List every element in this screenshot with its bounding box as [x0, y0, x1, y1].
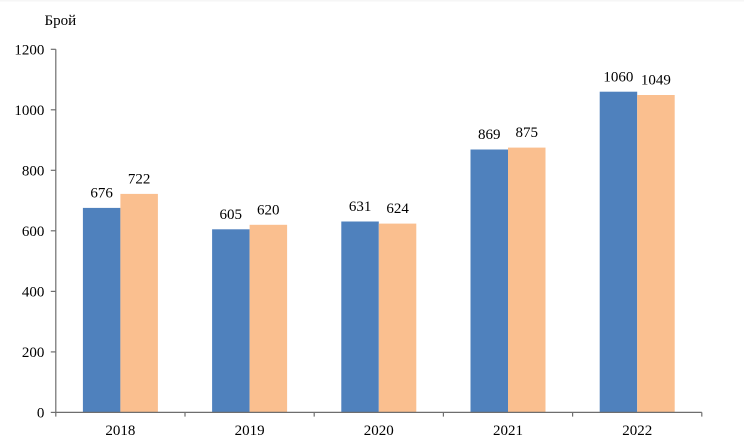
- svg-text:869: 869: [478, 127, 501, 143]
- svg-text:2021: 2021: [493, 423, 523, 439]
- svg-text:Брой: Брой: [45, 13, 77, 29]
- svg-text:2019: 2019: [235, 423, 265, 439]
- svg-text:0: 0: [37, 405, 45, 421]
- svg-text:800: 800: [22, 163, 45, 179]
- svg-text:875: 875: [516, 125, 539, 141]
- svg-text:200: 200: [22, 345, 45, 361]
- svg-text:676: 676: [90, 186, 113, 202]
- svg-text:2018: 2018: [105, 423, 135, 439]
- svg-text:1049: 1049: [641, 73, 671, 89]
- svg-text:620: 620: [257, 202, 280, 218]
- svg-text:722: 722: [128, 172, 151, 188]
- svg-text:2022: 2022: [622, 423, 652, 439]
- svg-text:600: 600: [22, 224, 45, 240]
- svg-text:605: 605: [220, 207, 243, 223]
- svg-text:1200: 1200: [14, 42, 44, 58]
- svg-text:631: 631: [349, 199, 372, 215]
- svg-text:624: 624: [386, 201, 409, 217]
- svg-text:400: 400: [22, 284, 45, 300]
- svg-text:1060: 1060: [603, 69, 633, 85]
- svg-text:1000: 1000: [14, 103, 44, 119]
- svg-text:2020: 2020: [364, 423, 394, 439]
